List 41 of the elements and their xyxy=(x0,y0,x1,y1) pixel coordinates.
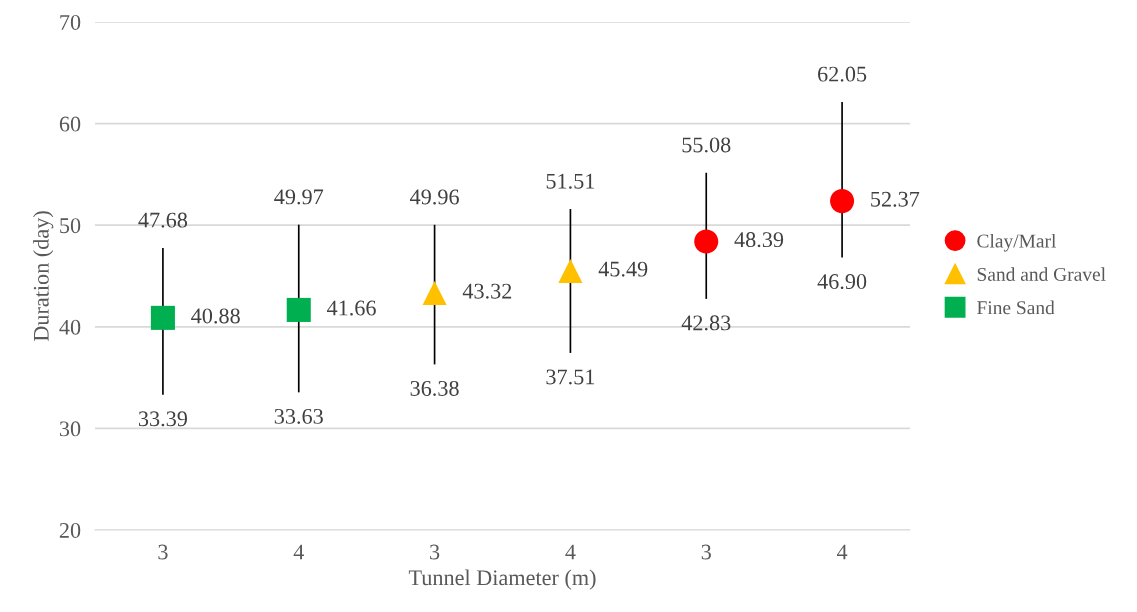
annotation: 49.97 xyxy=(274,189,324,205)
annotation: 46.90 xyxy=(817,274,867,290)
y-tick-label: 50 xyxy=(60,218,81,234)
x-tick-label: 4 xyxy=(293,544,304,560)
point xyxy=(694,229,719,254)
point xyxy=(150,305,175,330)
annotation: 33.63 xyxy=(274,408,323,424)
legend-label: Sand and Gravel xyxy=(977,267,1106,281)
x-tick-label: 4 xyxy=(836,544,848,560)
point xyxy=(558,258,583,284)
legend-label: Fine Sand xyxy=(977,300,1055,315)
annotation: 37.51 xyxy=(546,369,595,385)
annotation: 49.96 xyxy=(410,189,459,205)
annotation: 62.05 xyxy=(818,66,867,82)
data-label: 41.66 xyxy=(326,300,376,316)
point xyxy=(830,189,855,214)
data-label: 45.49 xyxy=(598,261,648,277)
x-tick-label: 3 xyxy=(701,544,711,560)
x-tick-label: 3 xyxy=(430,544,440,560)
annotation: 36.38 xyxy=(410,380,459,396)
y-tick-label: 30 xyxy=(59,421,81,437)
y-tick-label: 60 xyxy=(59,116,81,132)
point xyxy=(422,281,447,306)
x-tick-label: 4 xyxy=(565,544,576,560)
y-axis-title: Duration (day) xyxy=(33,211,54,342)
annotation: 51.51 xyxy=(546,173,595,189)
annotation: 42.83 xyxy=(681,315,731,331)
annotation: 55.08 xyxy=(682,137,731,153)
annotation: 33.39 xyxy=(138,411,188,427)
y-tick-label: 40 xyxy=(59,319,81,335)
y-tick-label: 20 xyxy=(59,522,81,538)
legend-label: Clay/Marl xyxy=(977,233,1057,252)
annotation: 47.68 xyxy=(138,212,188,228)
x-axis-title: Tunnel Diameter (m) xyxy=(408,569,596,590)
x-tick-label: 3 xyxy=(158,544,168,560)
y-tick-label: 70 xyxy=(60,14,81,30)
data-label: 48.39 xyxy=(734,232,784,248)
point xyxy=(286,297,311,322)
data-label: 40.88 xyxy=(191,308,240,324)
data-label: 52.37 xyxy=(871,191,920,207)
data-label: 43.32 xyxy=(462,283,512,299)
